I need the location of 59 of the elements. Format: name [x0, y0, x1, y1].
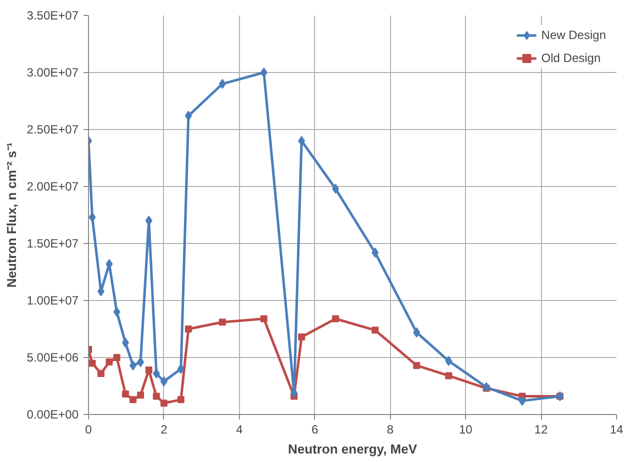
- point: [260, 315, 268, 322]
- point: [413, 327, 420, 338]
- x-tick-label: 8: [386, 422, 394, 436]
- point: [88, 360, 96, 367]
- point: [372, 248, 379, 258]
- point: [122, 338, 129, 348]
- y-tick-label: 5.00E+06: [26, 350, 79, 364]
- point: [482, 382, 490, 392]
- y-tick-label: 1.50E+07: [26, 236, 79, 250]
- point: [113, 354, 120, 361]
- point: [290, 388, 298, 398]
- point: [260, 68, 268, 78]
- point: [372, 326, 379, 334]
- point: [332, 184, 340, 194]
- legend-label: New Design: [541, 28, 606, 42]
- point: [332, 315, 340, 322]
- y-tick-label: 0.00E+00: [26, 408, 79, 422]
- point: [130, 360, 137, 370]
- point: [445, 372, 452, 380]
- y-axis-title: Neutron Flux, n cm⁻² s⁻¹: [4, 142, 19, 288]
- point: [298, 136, 306, 146]
- legend-label: Old Design: [541, 51, 601, 65]
- point: [298, 333, 306, 340]
- x-tick-label: 14: [610, 422, 624, 436]
- x-tick-label: 4: [236, 422, 244, 436]
- x-tick-label: 2: [160, 422, 168, 436]
- x-tick-label: 10: [458, 422, 473, 436]
- point: [137, 392, 144, 399]
- point: [445, 356, 452, 366]
- point: [106, 358, 113, 366]
- point: [152, 392, 160, 400]
- x-axis-title: Neutron energy, MeV: [288, 442, 418, 456]
- y-tick-label: 2.50E+07: [26, 122, 79, 136]
- point: [177, 364, 184, 374]
- point: [218, 78, 226, 89]
- point: [145, 216, 152, 226]
- x-tick-label: 12: [534, 422, 548, 436]
- point: [177, 396, 184, 404]
- point: [413, 362, 420, 369]
- x-tick-label: 6: [311, 422, 318, 436]
- point: [160, 376, 168, 386]
- point: [152, 368, 160, 378]
- point: [160, 400, 168, 407]
- point: [88, 212, 96, 222]
- point: [137, 357, 144, 368]
- y-tick-label: 3.50E+07: [26, 8, 79, 22]
- point: [113, 306, 120, 317]
- point: [97, 370, 104, 377]
- point: [184, 110, 192, 121]
- point: [218, 318, 226, 326]
- y-tick-label: 1.00E+07: [26, 294, 79, 308]
- point: [184, 326, 192, 332]
- point: [145, 366, 152, 374]
- point: [122, 390, 129, 398]
- x-tick-label: 0: [85, 422, 92, 436]
- point: [130, 396, 137, 404]
- y-tick-label: 3.00E+07: [26, 66, 79, 80]
- y-tick-label: 2.00E+07: [26, 180, 79, 194]
- point: [518, 396, 526, 406]
